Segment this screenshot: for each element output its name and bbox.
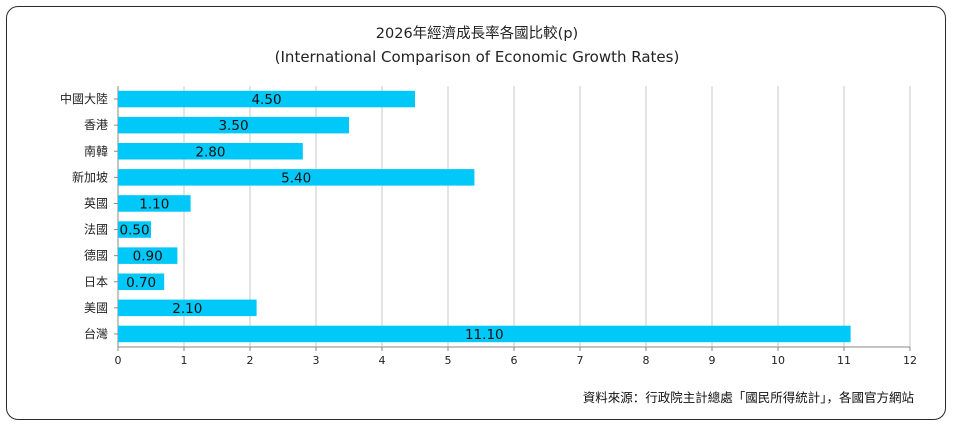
bar — [118, 325, 851, 343]
category-label: 新加坡 — [72, 169, 108, 184]
bar — [118, 169, 475, 186]
data-label: 2.80 — [195, 144, 225, 160]
bar — [118, 90, 415, 108]
chart-frame — [6, 6, 946, 420]
chart-subtitle: (International Comparison of Economic Gr… — [274, 48, 680, 66]
x-tick-label: 10 — [771, 354, 785, 367]
source-note: 資料來源：行政院主計總處「國民所得統計」，各國官方網站 — [582, 390, 914, 405]
x-tick-label: 3 — [313, 354, 320, 367]
category-label: 台灣 — [84, 326, 108, 341]
x-tick-label: 5 — [445, 354, 452, 367]
data-label: 11.10 — [465, 327, 504, 343]
bar — [118, 299, 257, 317]
bar — [118, 247, 178, 264]
category-label: 南韓 — [84, 143, 108, 158]
category-label: 香港 — [84, 118, 108, 132]
category-label: 英國 — [84, 196, 108, 210]
bar — [118, 143, 303, 160]
data-label: 2.10 — [172, 301, 202, 317]
x-tick-label: 4 — [379, 354, 386, 367]
data-label: 0.70 — [126, 275, 156, 291]
bar — [118, 116, 349, 134]
category-label: 法國 — [84, 223, 108, 237]
x-tick-label: 1 — [181, 354, 188, 367]
data-label: 4.50 — [251, 92, 281, 108]
x-tick-label: 0 — [115, 354, 122, 367]
x-tick-label: 8 — [643, 354, 650, 367]
x-tick-label: 11 — [837, 354, 851, 367]
category-label: 日本 — [84, 275, 108, 289]
chart-title: 2026年經濟成長率各國比較(p) — [375, 26, 579, 42]
bar — [118, 273, 165, 290]
x-tick-label: 9 — [709, 354, 716, 367]
x-tick-label: 7 — [577, 354, 584, 367]
category-label: 中國大陸 — [60, 91, 108, 106]
data-label: 1.10 — [139, 196, 169, 212]
category-label: 德國 — [84, 248, 108, 263]
data-label: 3.50 — [218, 118, 248, 134]
data-label: 0.90 — [133, 249, 163, 265]
data-label: 5.40 — [281, 170, 311, 186]
x-tick-label: 12 — [903, 354, 917, 367]
x-tick-label: 2 — [247, 354, 254, 367]
bar — [118, 221, 151, 238]
x-tick-label: 6 — [511, 354, 518, 367]
data-label: 0.50 — [119, 223, 149, 239]
bar — [118, 195, 191, 212]
category-label: 美國 — [84, 301, 108, 315]
